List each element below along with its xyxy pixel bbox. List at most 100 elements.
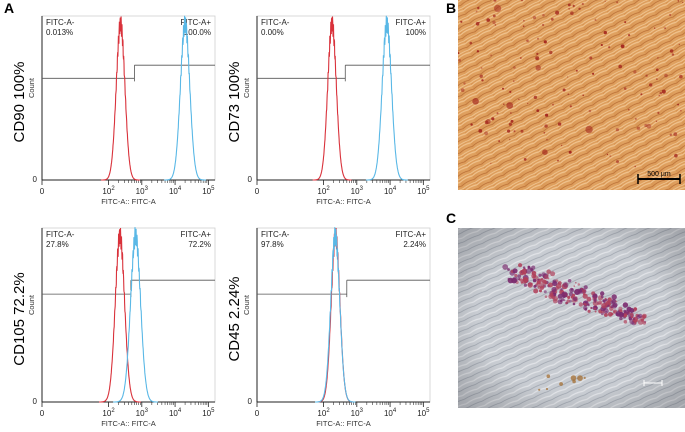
mineral-deposit <box>616 1 618 4</box>
mineral-deposit <box>542 23 545 27</box>
mineral-deposit <box>669 49 674 53</box>
mineral-deposit <box>674 153 678 158</box>
mineral-deposit <box>654 27 656 29</box>
x-axis-title: FITC-A:: FITC-A <box>101 197 156 206</box>
mineral-deposit <box>458 52 460 55</box>
y-tick-label: 0 <box>248 397 253 406</box>
histogram-cd105: 0 102 103 104 105 0 FITC-A:: FITC-A Count CD105 … <box>0 218 225 428</box>
mineral-deposit <box>492 20 496 25</box>
mineral-deposit <box>536 109 540 112</box>
mineral-deposit <box>476 50 480 53</box>
mineral-deposit <box>520 129 524 133</box>
gate-neg-label: FITC-A- <box>261 230 290 239</box>
x-tick-label: 0 <box>255 187 260 196</box>
mineral-deposit <box>506 102 514 109</box>
mineral-deposit <box>545 113 549 117</box>
x-tick-label: 0 <box>40 187 45 196</box>
gate-neg-label: FITC-A- <box>46 18 75 27</box>
scale-bar-label: 500 µm <box>647 171 671 178</box>
mineral-deposit <box>478 129 483 133</box>
mineral-deposit <box>588 109 592 113</box>
mineral-deposit <box>546 138 548 141</box>
mineral-deposit <box>634 117 637 120</box>
mineral-deposit <box>458 59 461 62</box>
mineral-deposit <box>550 17 554 21</box>
mineral-deposit <box>657 57 659 59</box>
mineral-deposit <box>543 132 546 134</box>
y-tick-label: 0 <box>33 175 38 184</box>
marker-label: CD90 100% <box>11 62 28 143</box>
mineral-deposit <box>510 119 514 123</box>
mineral-deposit <box>649 83 653 87</box>
mineral-deposit <box>502 87 504 90</box>
mineral-deposit <box>609 155 612 158</box>
gate-neg-label: FITC-A- <box>46 230 75 239</box>
micrograph-b-svg: 500 µm <box>458 0 685 190</box>
mineral-deposit <box>616 160 619 164</box>
mineral-deposit <box>575 69 578 72</box>
mineral-deposit <box>656 68 659 72</box>
mineral-deposit <box>496 112 499 115</box>
histogram-cd45: 0 102 103 104 105 0 FITC-A:: FITC-A Count CD45 2… <box>215 218 440 428</box>
mineral-deposit <box>491 117 495 121</box>
mineral-deposit <box>606 153 609 156</box>
panel-label-b: B <box>446 0 457 16</box>
mineral-deposit <box>557 159 559 162</box>
mineral-deposit <box>640 93 643 96</box>
x-tick-label: 102 <box>102 186 115 196</box>
mineral-deposit <box>582 94 584 97</box>
mineral-deposit <box>490 54 492 57</box>
mineral-deposit <box>485 119 491 125</box>
mineral-deposit <box>543 40 547 44</box>
mineral-deposit <box>494 24 497 26</box>
mineral-deposit <box>523 158 527 161</box>
mineral-deposit <box>656 78 658 80</box>
mineral-deposit <box>636 126 641 130</box>
plot-frame <box>256 15 431 181</box>
mineral-deposit <box>569 105 572 108</box>
mineral-deposit <box>572 4 575 7</box>
stained-sample-curve <box>113 227 158 403</box>
gate-pos-value: 100.0% <box>184 28 211 37</box>
mineral-deposit <box>628 108 630 111</box>
x-tick-label: 103 <box>351 408 364 418</box>
histogram-cd90: 0 102 103 104 105 0 FITC-A:: FITC-A Count CD90 1… <box>0 6 225 206</box>
mineral-deposit <box>560 144 563 147</box>
mineral-deposit <box>669 133 672 136</box>
y-tick-label: 0 <box>248 175 253 184</box>
isotype-control-curve <box>99 227 141 403</box>
gate-neg-value: 0.013% <box>46 28 73 37</box>
y-axis-title: Count <box>242 77 251 98</box>
mineral-deposit <box>508 122 512 126</box>
marker-label: CD45 2.24% <box>226 276 243 361</box>
mineral-deposit <box>645 74 648 77</box>
mineral-deposit <box>634 165 636 168</box>
mineral-deposit <box>544 124 548 128</box>
mineral-deposit <box>644 123 648 128</box>
mineral-deposit <box>542 149 548 155</box>
mineral-deposit <box>492 14 496 18</box>
y-axis-title: Count <box>27 294 36 315</box>
gate-neg-value: 27.8% <box>46 240 69 249</box>
x-tick-label: 105 <box>417 408 430 418</box>
mineral-deposit <box>671 53 675 56</box>
x-tick-label: 104 <box>384 408 397 418</box>
mineral-deposit <box>549 50 553 55</box>
mineral-deposit <box>519 57 522 59</box>
stained-sample-curve <box>315 227 356 403</box>
x-tick-label: 105 <box>202 186 215 196</box>
mineral-deposit <box>570 11 574 15</box>
mineral-deposit <box>657 111 660 114</box>
mineral-deposit <box>655 120 658 123</box>
mineral-deposit <box>673 132 678 137</box>
mineral-deposit <box>537 37 539 40</box>
mineral-deposit <box>624 21 627 24</box>
mineral-deposit <box>664 27 666 30</box>
isotype-control-curve <box>101 16 140 181</box>
stained-sample-curve <box>365 15 408 181</box>
gate-neg-value: 97.8% <box>261 240 284 249</box>
mineral-deposit <box>677 103 679 106</box>
mineral-deposit <box>585 125 593 134</box>
mineral-deposit <box>568 7 571 10</box>
mineral-deposit <box>677 0 679 2</box>
